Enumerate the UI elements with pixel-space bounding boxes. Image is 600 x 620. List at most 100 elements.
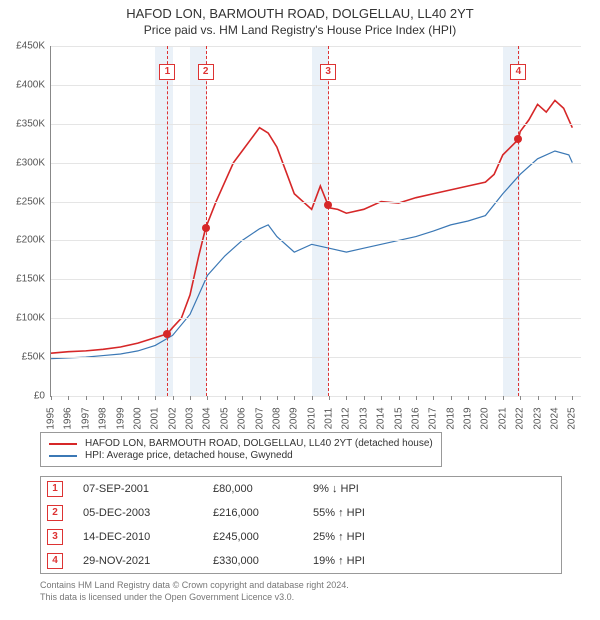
row-marker: 1 <box>47 481 63 497</box>
sale-marker-line <box>167 46 168 396</box>
x-tick <box>121 396 122 400</box>
y-axis-label: £450K <box>3 41 45 52</box>
x-axis-label: 2025 <box>567 404 578 434</box>
row-price: £330,000 <box>213 555 313 567</box>
x-tick <box>225 396 226 400</box>
sale-dot <box>202 224 210 232</box>
series-line <box>51 100 572 353</box>
footnote-line-1: Contains HM Land Registry data © Crown c… <box>40 580 349 592</box>
x-axis-label: 2004 <box>202 404 213 434</box>
legend-swatch-1 <box>49 455 77 457</box>
gridline <box>51 124 581 125</box>
sale-marker-line <box>328 46 329 396</box>
x-axis-label: 2005 <box>219 404 230 434</box>
row-price: £245,000 <box>213 531 313 543</box>
y-axis-label: £250K <box>3 196 45 207</box>
row-date: 05-DEC-2003 <box>83 507 213 519</box>
x-axis-label: 2023 <box>532 404 543 434</box>
x-tick <box>207 396 208 400</box>
sale-marker-box: 3 <box>320 64 336 80</box>
x-tick <box>485 396 486 400</box>
x-tick <box>294 396 295 400</box>
x-tick <box>260 396 261 400</box>
x-axis-label: 2013 <box>358 404 369 434</box>
x-axis-label: 2002 <box>167 404 178 434</box>
gridline <box>51 357 581 358</box>
footnote-line-2: This data is licensed under the Open Gov… <box>40 592 349 604</box>
x-axis-label: 1998 <box>98 404 109 434</box>
x-tick <box>51 396 52 400</box>
row-price: £216,000 <box>213 507 313 519</box>
x-axis-label: 2006 <box>237 404 248 434</box>
y-axis-label: £100K <box>3 313 45 324</box>
x-tick <box>399 396 400 400</box>
sale-marker-box: 1 <box>159 64 175 80</box>
x-axis-label: 2024 <box>549 404 560 434</box>
x-tick <box>346 396 347 400</box>
legend-swatch-0 <box>49 443 77 445</box>
x-tick <box>277 396 278 400</box>
gridline <box>51 240 581 241</box>
y-axis-label: £0 <box>3 391 45 402</box>
x-tick <box>312 396 313 400</box>
x-axis-label: 2021 <box>497 404 508 434</box>
footnote: Contains HM Land Registry data © Crown c… <box>40 580 349 603</box>
x-axis-label: 2003 <box>185 404 196 434</box>
row-pct: 9% ↓ HPI <box>313 483 413 495</box>
x-axis-label: 2014 <box>376 404 387 434</box>
x-tick <box>433 396 434 400</box>
table-row: 205-DEC-2003£216,00055% ↑ HPI <box>41 501 561 525</box>
x-axis-label: 2010 <box>306 404 317 434</box>
legend-label-0: HAFOD LON, BARMOUTH ROAD, DOLGELLAU, LL4… <box>85 438 433 449</box>
x-axis-label: 2012 <box>341 404 352 434</box>
chart-subtitle: Price paid vs. HM Land Registry's House … <box>0 23 600 37</box>
gridline <box>51 279 581 280</box>
x-tick <box>329 396 330 400</box>
row-marker: 2 <box>47 505 63 521</box>
x-axis-label: 2000 <box>132 404 143 434</box>
x-axis-label: 1995 <box>46 404 57 434</box>
y-axis-label: £50K <box>3 352 45 363</box>
gridline <box>51 202 581 203</box>
x-axis-label: 2018 <box>445 404 456 434</box>
x-tick <box>503 396 504 400</box>
x-axis-label: 2022 <box>515 404 526 434</box>
x-axis-label: 2001 <box>150 404 161 434</box>
x-axis-label: 2009 <box>289 404 300 434</box>
x-axis-label: 2017 <box>428 404 439 434</box>
x-tick <box>572 396 573 400</box>
x-axis-label: 2019 <box>463 404 474 434</box>
x-axis-label: 1996 <box>63 404 74 434</box>
row-date: 14-DEC-2010 <box>83 531 213 543</box>
table-row: 429-NOV-2021£330,00019% ↑ HPI <box>41 549 561 573</box>
x-axis-label: 2020 <box>480 404 491 434</box>
table-row: 314-DEC-2010£245,00025% ↑ HPI <box>41 525 561 549</box>
row-date: 29-NOV-2021 <box>83 555 213 567</box>
gridline <box>51 46 581 47</box>
x-tick <box>190 396 191 400</box>
x-axis-label: 1997 <box>80 404 91 434</box>
x-tick <box>538 396 539 400</box>
x-tick <box>451 396 452 400</box>
x-tick <box>520 396 521 400</box>
x-tick <box>155 396 156 400</box>
gridline <box>51 85 581 86</box>
x-tick <box>138 396 139 400</box>
x-axis-label: 2011 <box>324 404 335 434</box>
gridline <box>51 318 581 319</box>
row-price: £80,000 <box>213 483 313 495</box>
gridline <box>51 396 581 397</box>
x-axis-label: 2015 <box>393 404 404 434</box>
gridline <box>51 163 581 164</box>
row-marker: 4 <box>47 553 63 569</box>
x-tick <box>381 396 382 400</box>
sale-marker-line <box>206 46 207 396</box>
series-line <box>51 151 572 359</box>
sale-dot <box>514 135 522 143</box>
sale-dot <box>324 201 332 209</box>
line-series <box>51 46 581 396</box>
table-row: 107-SEP-2001£80,0009% ↓ HPI <box>41 477 561 501</box>
x-axis-label: 2007 <box>254 404 265 434</box>
y-axis-label: £400K <box>3 79 45 90</box>
price-chart: £0£50K£100K£150K£200K£250K£300K£350K£400… <box>50 46 581 397</box>
